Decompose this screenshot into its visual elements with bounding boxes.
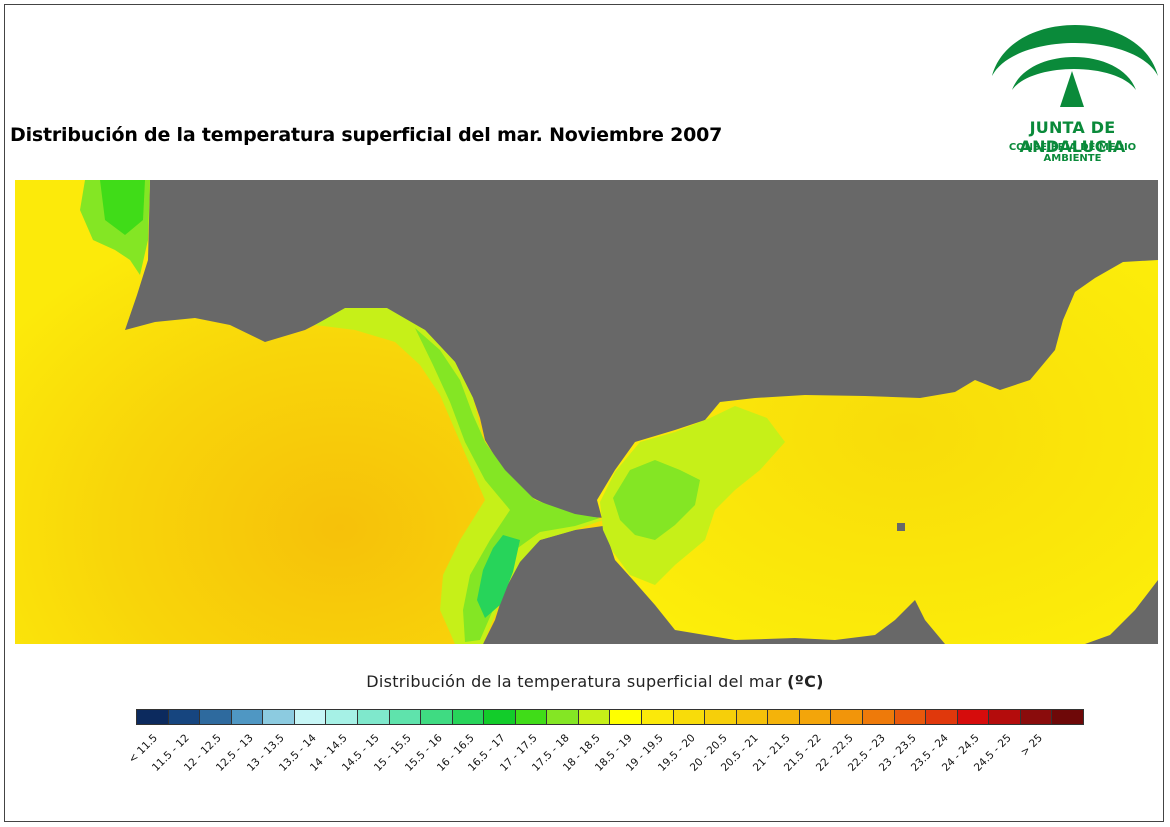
legend-swatch: [768, 710, 800, 724]
strait-coldest-patch: [477, 535, 520, 618]
legend-swatch: [957, 710, 990, 724]
legend-unit: (ºC): [787, 672, 824, 691]
legend-swatch: [736, 710, 769, 724]
color-scale-bar: [136, 709, 1084, 725]
legend-title: Distribución de la temperatura superfici…: [0, 672, 1170, 691]
legend-swatch: [926, 710, 958, 724]
legend-swatch: [231, 710, 264, 724]
island-dot: [897, 523, 905, 531]
coastal-upwelling-north: [315, 308, 603, 644]
legend-swatch: [1052, 710, 1083, 724]
legend-swatch: [389, 710, 422, 724]
legend-swatch: [862, 710, 895, 724]
sea-temperature-map: [15, 180, 1158, 644]
legend-swatch: [137, 710, 169, 724]
legend-swatch: [484, 710, 516, 724]
legend-swatch: [831, 710, 863, 724]
legend-swatch: [547, 710, 579, 724]
legend-swatch: [326, 710, 358, 724]
legend-swatch: [799, 710, 832, 724]
logo-emblem-icon: [992, 25, 1158, 107]
legend-swatch: [200, 710, 232, 724]
logo-subtitle: CONSEJERÍA DE MEDIO AMBIENTE: [1008, 142, 1137, 164]
legend-swatch: [168, 710, 201, 724]
legend-swatch: [894, 710, 927, 724]
legend-swatch: [705, 710, 737, 724]
alboran-sea: [597, 260, 1158, 644]
legend-swatch: [1020, 710, 1053, 724]
legend-swatch: [452, 710, 485, 724]
legend-title-text: Distribución de la temperatura superfici…: [366, 672, 782, 691]
legend-swatch: [578, 710, 611, 724]
legend-swatch: [294, 710, 327, 724]
legend-swatch: [642, 710, 674, 724]
page-title: Distribución de la temperatura superfici…: [10, 124, 723, 146]
legend-swatch: [263, 710, 295, 724]
legend-swatch: [610, 710, 642, 724]
legend-swatch: [515, 710, 548, 724]
northwest-cold-patch: [100, 180, 145, 235]
strait-cool-band: [415, 328, 600, 642]
atlantic-sea: [15, 180, 605, 644]
legend-swatch: [989, 710, 1021, 724]
junta-de-andalucia-logo: JUNTA DE ANDALUCIA CONSEJERÍA DE MEDIO A…: [980, 14, 1165, 164]
legend-swatch: [673, 710, 706, 724]
legend-swatch: [421, 710, 453, 724]
legend-swatch: [357, 710, 390, 724]
legend-class-label: > 25: [1018, 732, 1045, 759]
alboran-core-patch: [613, 460, 700, 540]
color-scale-labels: < 11.5 11.5 - 12 12 - 12.5 12.5 - 13 13 - 13…: [126, 730, 1084, 790]
logo-name: JUNTA DE ANDALUCIA: [1019, 118, 1126, 156]
